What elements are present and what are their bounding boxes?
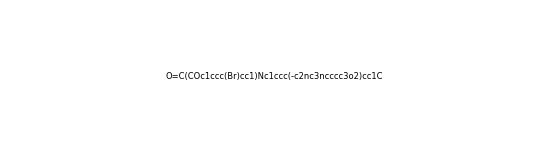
Text: O=C(COc1ccc(Br)cc1)Nc1ccc(-c2nc3ncccc3o2)cc1C: O=C(COc1ccc(Br)cc1)Nc1ccc(-c2nc3ncccc3o2… bbox=[165, 71, 383, 81]
